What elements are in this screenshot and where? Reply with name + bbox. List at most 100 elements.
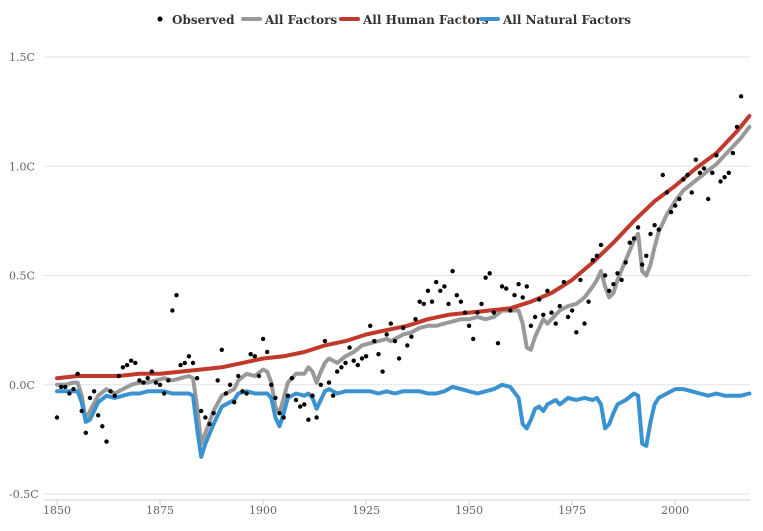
legend-item-all-natural-factors: All Natural Factors: [479, 13, 631, 27]
x-tick-label: 1975: [558, 504, 586, 517]
observed-point: [236, 373, 241, 379]
observed-point: [277, 411, 282, 416]
observed-point: [182, 360, 187, 366]
x-tick-label: 1850: [43, 504, 71, 517]
observed-point: [240, 389, 245, 394]
observed-point: [644, 253, 649, 258]
observed-point: [697, 170, 703, 175]
observed-point: [578, 277, 583, 283]
observed-point: [706, 196, 711, 202]
observed-point: [425, 288, 431, 293]
observed-point: [75, 371, 80, 376]
series-line-all-factors: [55, 124, 752, 446]
observed-point: [681, 177, 686, 182]
observed-point: [598, 242, 604, 248]
observed-point: [442, 284, 447, 289]
observed-point: [417, 299, 422, 304]
observed-point: [83, 430, 89, 435]
observed-point: [504, 286, 509, 291]
observed-point: [471, 336, 476, 342]
legend: Observed All Factors All Human Factors All …: [157, 13, 631, 27]
y-tick-label: -0.5C: [9, 488, 39, 501]
observed-point: [124, 362, 130, 368]
observed-point: [677, 196, 682, 202]
observed-point: [710, 170, 715, 175]
observed-point: [273, 395, 278, 401]
observed-points: [54, 94, 744, 444]
observed-point: [491, 310, 496, 315]
y-tick-label: 1.5C: [9, 51, 35, 64]
legend-label: All Human Factors: [362, 13, 489, 27]
observed-point: [553, 321, 558, 326]
observed-point: [215, 378, 220, 383]
observed-point: [545, 288, 550, 293]
observed-point: [347, 345, 352, 350]
observed-point: [330, 393, 336, 398]
observed-point: [421, 301, 426, 307]
observed-point: [157, 382, 163, 387]
observed-point: [405, 343, 410, 348]
observed-point: [508, 308, 513, 313]
observed-point: [129, 358, 134, 363]
observed-point: [462, 310, 468, 315]
observed-point: [652, 223, 657, 228]
observed-point: [668, 209, 674, 215]
observed-point: [314, 415, 319, 420]
observed-point: [67, 391, 72, 396]
observed-point: [359, 356, 365, 361]
observed-point: [689, 190, 694, 195]
observed-point: [87, 395, 93, 401]
observed-point: [516, 282, 521, 287]
observed-point: [186, 354, 192, 359]
observed-point: [384, 332, 389, 337]
observed-point: [162, 391, 167, 396]
observed-point: [574, 330, 579, 335]
observed-point: [339, 365, 344, 370]
observed-point: [223, 391, 229, 396]
y-tick-labels: -0.5C 0.0C 0.5C 1.0C 1.5C: [9, 51, 39, 501]
observed-point: [718, 179, 723, 184]
observed-point: [586, 299, 591, 304]
observed-point: [730, 150, 736, 156]
y-tick-label: 0.5C: [9, 270, 35, 283]
observed-point: [635, 225, 641, 230]
observed-point: [450, 268, 455, 274]
observed-point: [293, 397, 299, 403]
observed-point: [153, 380, 159, 385]
observed-point: [557, 303, 562, 309]
observed-point: [326, 380, 332, 385]
observed-point: [318, 382, 323, 387]
series-line-all-human-factors: [55, 114, 752, 381]
observed-point: [310, 393, 315, 398]
observed-point: [512, 293, 517, 298]
observed-point: [396, 356, 402, 361]
observed-point: [409, 334, 414, 339]
observed-point: [260, 336, 266, 342]
observed-point: [141, 380, 146, 385]
y-tick-label: 0.0C: [9, 379, 35, 392]
observed-point: [145, 376, 150, 381]
observed-point: [91, 389, 97, 394]
series-lines: [55, 114, 752, 459]
x-tick-label: 2000: [661, 504, 689, 517]
observed-point: [174, 293, 179, 298]
observed-point: [335, 369, 340, 374]
observed-point: [640, 262, 645, 267]
observed-point: [499, 284, 505, 289]
observed-point: [207, 421, 212, 427]
observed-point: [582, 321, 587, 326]
observed-point: [656, 227, 661, 232]
observed-point: [380, 369, 385, 374]
x-tick-labels: 1850 1875 1900 1925 1950 1975 2000: [43, 504, 689, 517]
observed-point: [306, 417, 311, 422]
observed-point: [483, 275, 488, 280]
observed-point: [627, 240, 632, 245]
observed-point: [528, 323, 534, 328]
observed-point: [58, 384, 64, 390]
x-tick-label: 1900: [249, 504, 277, 517]
observed-point: [269, 382, 274, 387]
observed-point: [120, 365, 126, 370]
observed-point: [660, 172, 665, 178]
observed-point: [355, 362, 360, 368]
